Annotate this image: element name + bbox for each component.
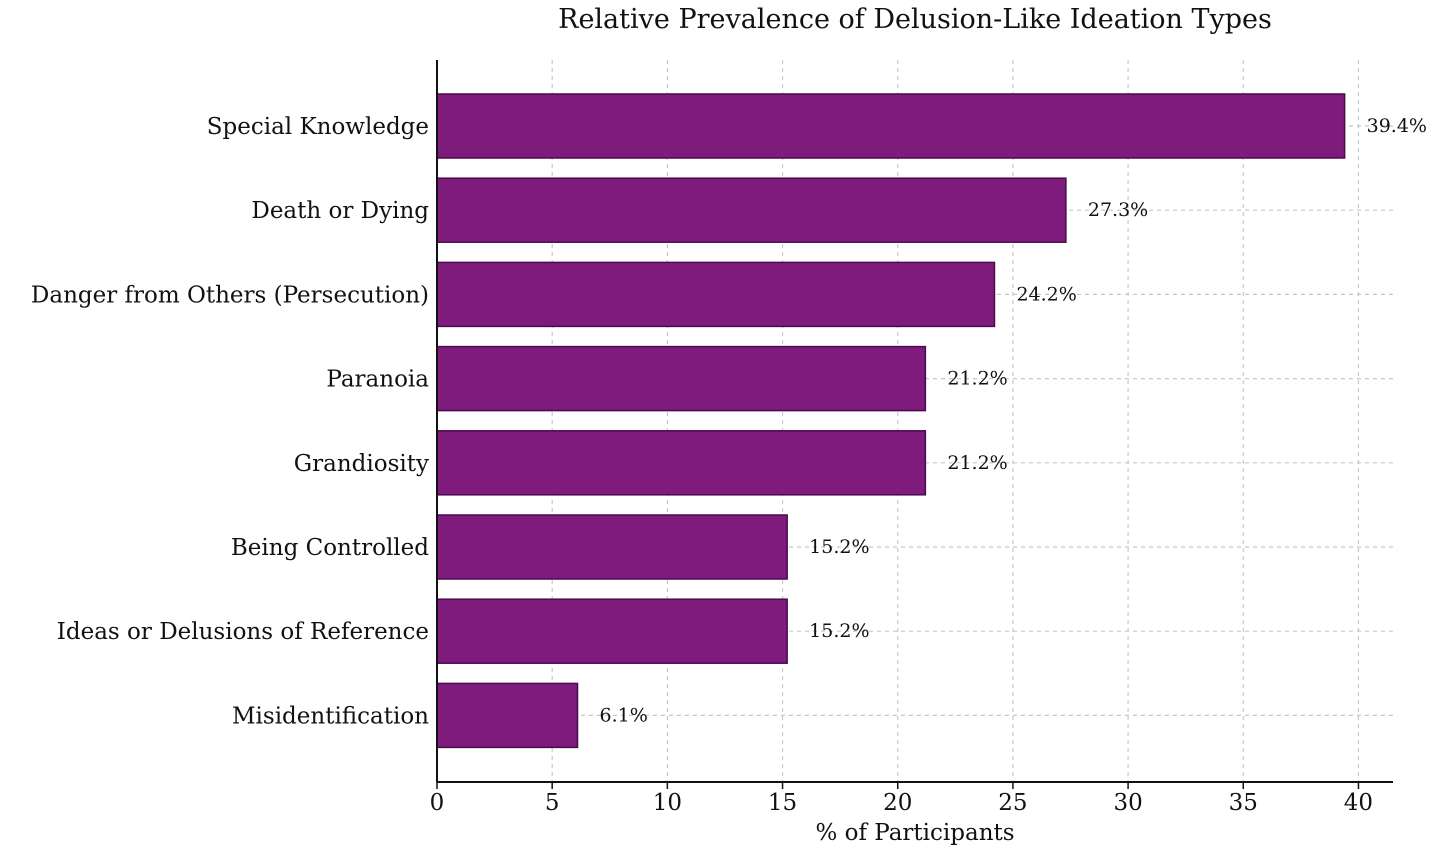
data-label: 24.2% bbox=[1016, 283, 1076, 305]
x-tick-label: 20 bbox=[883, 790, 912, 816]
x-tick-label: 10 bbox=[653, 790, 682, 816]
data-label: 21.2% bbox=[947, 368, 1007, 390]
data-label: 39.4% bbox=[1367, 115, 1427, 137]
data-label: 15.2% bbox=[809, 536, 869, 558]
bar bbox=[436, 430, 927, 496]
bar bbox=[436, 177, 1067, 243]
data-label: 6.1% bbox=[600, 704, 648, 726]
category-label: Danger from Others (Persecution) bbox=[31, 282, 429, 308]
data-label: 15.2% bbox=[809, 620, 869, 642]
category-label: Misidentification bbox=[232, 703, 429, 729]
category-labels: Special Knowledge Death or Dying Danger fr… bbox=[31, 114, 429, 729]
x-tick-label: 5 bbox=[545, 790, 560, 816]
category-label: Special Knowledge bbox=[207, 114, 429, 140]
bar-layer bbox=[436, 93, 1346, 749]
bar bbox=[436, 345, 927, 412]
chart-title: Relative Prevalence of Delusion-Like Ide… bbox=[558, 4, 1272, 35]
x-tick-label: 15 bbox=[768, 790, 797, 816]
data-labels: 39.4% 27.3% 24.2% 21.2% 21.2% 15.2% 15.2% 6.1% bbox=[600, 115, 1427, 726]
bar bbox=[436, 682, 579, 749]
category-label: Paranoia bbox=[326, 367, 429, 393]
grid-layer bbox=[437, 60, 1393, 782]
x-tick-label: 40 bbox=[1344, 790, 1373, 816]
category-label: Death or Dying bbox=[251, 198, 429, 224]
x-tick-label: 25 bbox=[998, 790, 1027, 816]
data-label: 21.2% bbox=[947, 452, 1007, 474]
bar bbox=[436, 598, 788, 664]
axis-layer: 0 5 10 15 20 25 30 35 40 bbox=[430, 60, 1393, 816]
category-label: Ideas or Delusions of Reference bbox=[57, 619, 429, 645]
category-label: Being Controlled bbox=[231, 535, 429, 561]
bar bbox=[436, 261, 996, 328]
category-label: Grandiosity bbox=[294, 451, 429, 477]
bar bbox=[436, 93, 1346, 159]
x-axis-label: % of Participants bbox=[815, 820, 1014, 846]
x-tick-label: 30 bbox=[1113, 790, 1142, 816]
x-tick-label: 35 bbox=[1229, 790, 1258, 816]
bar bbox=[436, 514, 788, 580]
x-tick-label: 0 bbox=[430, 790, 445, 816]
data-label: 27.3% bbox=[1088, 199, 1148, 221]
